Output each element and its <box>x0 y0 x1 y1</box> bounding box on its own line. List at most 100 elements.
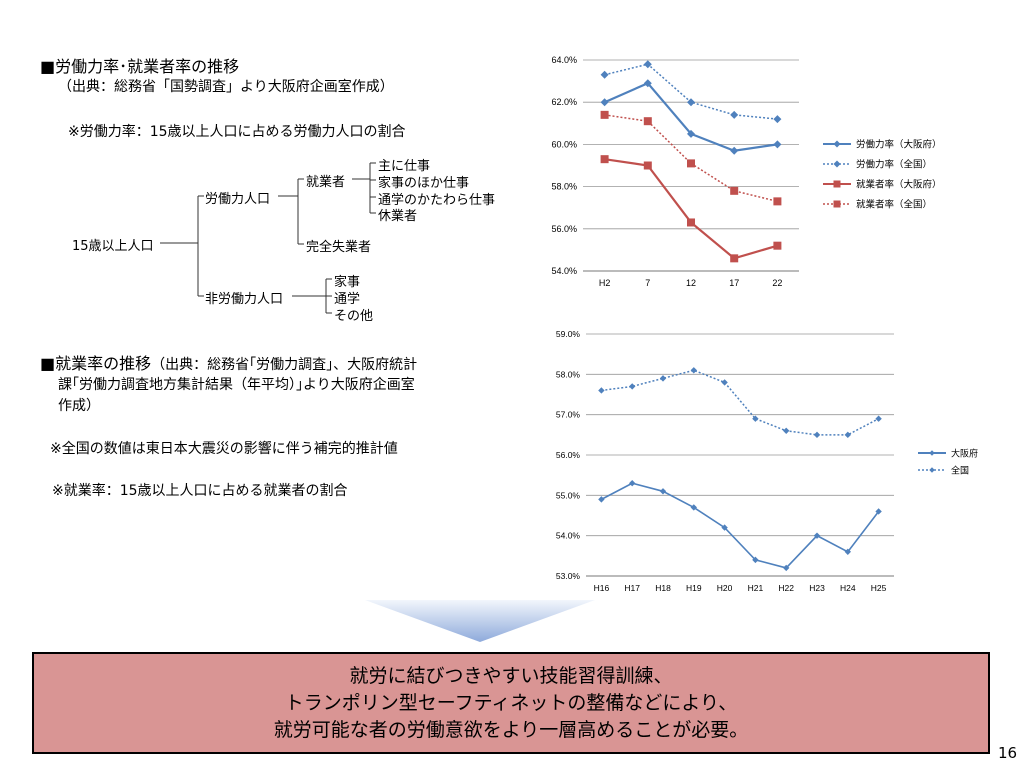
data-point <box>600 110 609 119</box>
data-point <box>833 160 841 168</box>
data-point <box>598 387 605 394</box>
data-point <box>690 367 697 374</box>
data-point <box>783 427 790 434</box>
section2-title: ■就業率の推移 <box>40 354 152 373</box>
y-tick-label: 58.0% <box>556 369 581 379</box>
y-tick-label: 55.0% <box>556 490 581 500</box>
x-tick-label: H22 <box>778 583 794 593</box>
legend-label: 就業者率（大阪府） <box>856 179 942 191</box>
data-point <box>773 140 782 149</box>
data-point <box>929 450 935 456</box>
data-point <box>833 140 841 148</box>
section1-title: ■労働力率･就業者率の推移 <box>40 57 240 76</box>
data-point <box>773 115 782 124</box>
tree-employed-item: 休業者 <box>378 209 418 224</box>
tree-employed-item: 通学のかたわら仕事 <box>378 193 496 208</box>
data-point <box>730 110 739 119</box>
y-tick-label: 56.0% <box>556 450 581 460</box>
tree-non-labor-item: その他 <box>334 309 374 324</box>
legend-entry: 就業者率（大阪府） <box>823 179 942 191</box>
data-point <box>773 197 782 206</box>
x-tick-label: H23 <box>809 583 825 593</box>
data-point <box>643 161 652 170</box>
y-tick-label: 62.0% <box>551 97 577 107</box>
x-tick-label: H18 <box>655 583 671 593</box>
x-tick-label: 7 <box>645 278 650 288</box>
tree-employed: 就業者 <box>306 175 346 190</box>
employment-rate-chart: 53.0% 54.0% 55.0% 56.0% 57.0% 58.0% 59.0% H16 H1… <box>556 329 978 593</box>
series <box>600 110 782 206</box>
legend-label: 全国 <box>951 465 969 476</box>
data-point <box>600 155 609 164</box>
section2-source-line2: 課｢労働力調査地方集計結果（年平均）｣より大阪府企画室 <box>58 377 415 393</box>
series <box>598 480 882 572</box>
series-line <box>604 114 778 203</box>
x-tick-label: H17 <box>624 583 640 593</box>
data-point <box>813 431 821 439</box>
tree-non-labor: 非労働力人口 <box>205 292 284 307</box>
data-point <box>875 508 882 515</box>
data-point <box>643 60 652 69</box>
data-point <box>833 180 841 188</box>
data-point <box>730 254 739 263</box>
page-number: 16 <box>998 744 1018 762</box>
x-tick-label: H2 <box>599 278 611 288</box>
tree-non-labor-item: 家事 <box>334 275 361 290</box>
conclusion-box: 就労に結びつきやすい技能習得訓練、 トランポリン型セーフティネットの整備などによ… <box>32 652 990 754</box>
data-point <box>629 383 636 390</box>
section2-heading: ■就業率の推移（出典：総務省｢労働力調査｣、大阪府統計 <box>40 350 417 374</box>
y-tick-label: 57.0% <box>556 410 581 420</box>
section1-note: ※労働力率：15歳以上人口に占める労働力人口の割合 <box>68 124 406 140</box>
data-point <box>598 496 605 503</box>
data-point <box>659 488 667 495</box>
section2-source-line3: 作成） <box>58 398 100 414</box>
x-tick-label: H16 <box>594 583 610 593</box>
x-tick-label: H19 <box>686 583 702 593</box>
y-tick-label: 64.0% <box>551 55 577 65</box>
data-point <box>730 186 739 195</box>
y-tick-label: 60.0% <box>551 139 577 149</box>
y-tick-label: 54.0% <box>551 266 577 276</box>
y-tick-label: 53.0% <box>556 571 581 581</box>
x-tick-label: H25 <box>871 583 887 593</box>
labor-rate-chart: 54.0% 56.0% 58.0% 60.0% 62.0% 64.0% H2 7 12 17 22 労… <box>551 55 942 288</box>
legend-entry: 就業者率（全国） <box>823 199 932 211</box>
x-tick-label: H20 <box>717 583 733 593</box>
y-tick-label: 56.0% <box>551 224 577 234</box>
x-tick-label: H21 <box>748 583 764 593</box>
section2-note1: ※全国の数値は東日本大震災の影響に伴う補完的推計値 <box>50 441 398 457</box>
legend-entry: 労働力率（大阪府） <box>823 139 942 151</box>
series-line <box>601 482 880 569</box>
data-point <box>813 532 821 539</box>
tree-employed-item: 主に仕事 <box>378 159 431 174</box>
series <box>600 60 782 124</box>
x-tick-label: 12 <box>686 278 696 288</box>
data-point <box>687 129 695 138</box>
down-arrow-icon <box>365 600 595 642</box>
section2-note2: ※就業率：15歳以上人口に占める就業者の割合 <box>52 483 348 499</box>
data-point <box>844 431 851 439</box>
tree-labor-force: 労働力人口 <box>205 192 271 207</box>
data-point <box>687 218 695 227</box>
data-point <box>752 415 759 422</box>
data-point <box>929 467 935 473</box>
data-point <box>773 241 782 250</box>
series <box>600 155 782 263</box>
data-point <box>730 146 739 155</box>
data-point <box>875 415 882 422</box>
tree-root: 15歳以上人口 <box>72 239 154 254</box>
data-point <box>643 117 652 126</box>
data-point <box>659 375 667 382</box>
data-point <box>687 159 695 168</box>
series-line <box>604 158 778 260</box>
x-tick-label: H24 <box>840 583 856 593</box>
data-point <box>643 79 652 88</box>
section2-source: （出典：総務省｢労働力調査｣、大阪府統計 <box>151 357 418 373</box>
series <box>598 367 882 439</box>
legend-entry: 労働力率（全国） <box>823 159 932 171</box>
series-line <box>601 369 879 436</box>
conclusion-line: 就労可能な者の労働意欲をより一層高めることが必要。 <box>273 718 749 741</box>
legend-label: 就業者率（全国） <box>856 199 932 211</box>
legend-label: 大阪府 <box>951 448 978 459</box>
tree-lines <box>160 162 376 314</box>
